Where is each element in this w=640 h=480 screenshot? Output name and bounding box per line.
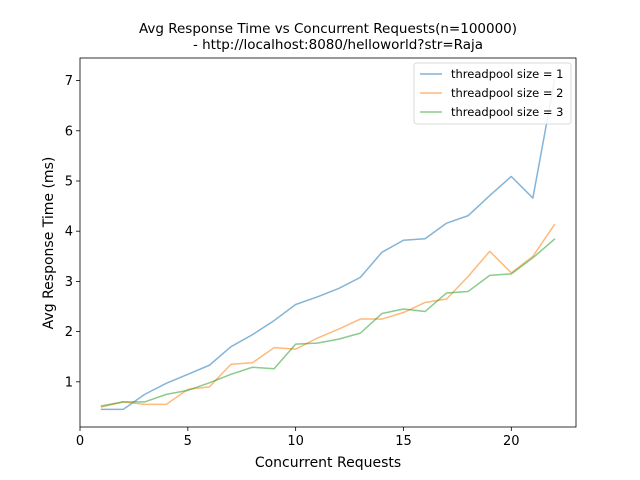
y-tick-label: 6 [65,124,73,139]
x-axis-title: Concurrent Requests [255,455,401,471]
x-tick-label: 5 [184,434,192,449]
y-tick-label: 4 [65,225,73,240]
series-line-2 [100,223,556,408]
y-tick-label: 7 [65,74,73,89]
x-tick-label: 0 [76,434,84,449]
x-tick-label: 20 [503,434,520,449]
legend-label: threadpool size = 3 [451,105,563,119]
legend: threadpool size = 1 threadpool size = 2 th… [413,62,572,125]
y-tick-label: 5 [65,175,73,190]
x-tick-label: 10 [287,434,304,449]
y-tick-label: 3 [65,275,73,290]
y-tick-label: 1 [65,375,73,390]
series-line-3 [100,238,556,407]
legend-box [413,62,572,125]
series-lines [100,79,556,411]
legend-label: threadpool size = 1 [451,67,563,81]
axes: 0 5 10 15 20 1 2 3 4 5 6 7 [65,57,577,449]
chart-title-line2: - http://localhost:8080/helloworld?str=R… [193,37,483,53]
y-tick-label: 2 [65,325,73,340]
series-line-1 [100,79,556,411]
plot-area [100,79,556,411]
y-axis-title: Avg Response Time (ms) [41,157,57,330]
chart-title-line1: Avg Response Time vs Concurrent Requests… [139,21,517,37]
axes-frame [79,57,577,428]
legend-label: threadpool size = 2 [451,86,563,100]
x-tick-label: 15 [395,434,412,449]
